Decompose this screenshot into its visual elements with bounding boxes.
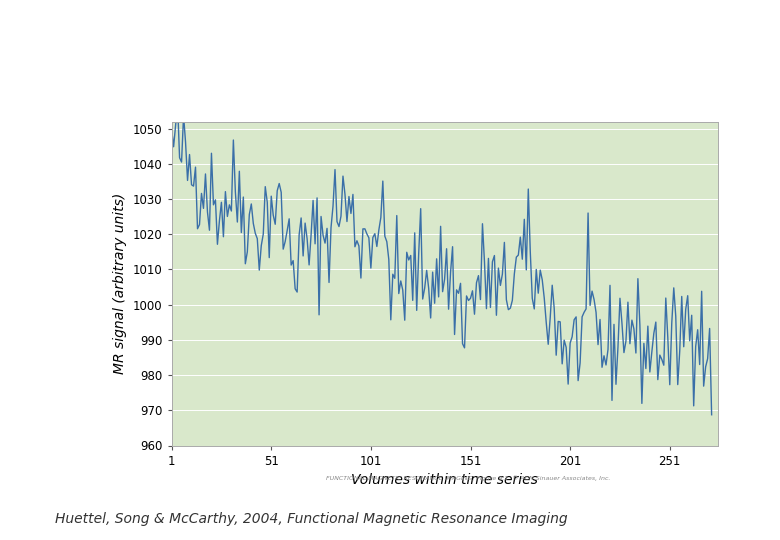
Text: FUNCTIONAL MAGNETIC RESONANCE IMAGING, Figure 9.1  © ACN Sinauer Associates, Inc: FUNCTIONAL MAGNETIC RESONANCE IMAGING, F… [326,475,610,481]
X-axis label: Volumes within time series: Volumes within time series [351,473,538,487]
Y-axis label: MR signal (arbitrary units): MR signal (arbitrary units) [113,193,127,374]
Text: Linear Drift: Linear Drift [585,17,765,45]
Text: Huettel, Song & McCarthy, 2004, Functional Magnetic Resonance Imaging: Huettel, Song & McCarthy, 2004, Function… [55,512,567,526]
